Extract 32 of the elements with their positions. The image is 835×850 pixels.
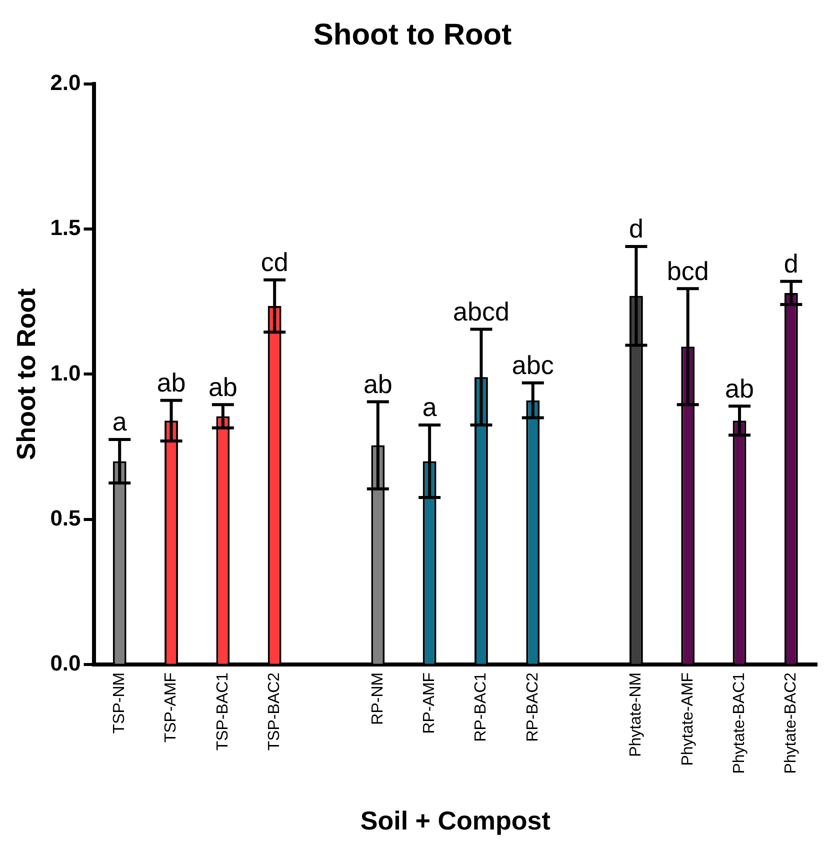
annotation: abcd [453,296,510,326]
y-tick-label: 0.5 [50,505,81,530]
x-tick-label: RP-BAC2 [524,672,542,742]
x-tick-label: Phytate-BAC2 [782,672,800,774]
x-tick-label: RP-AMF [420,672,438,734]
annotation: ab [156,368,186,398]
x-tick-label: TSP-BAC2 [266,672,283,751]
annotation: ab [363,368,392,399]
y-tick-label: 1.5 [50,215,81,240]
chart-title: Shoot to Root [313,18,512,52]
x-tick-label: Phytate-NM [628,672,645,757]
annotation: d [784,248,798,279]
x-tick-label: TSP-BAC1 [214,672,232,751]
annotation: abc [512,350,554,380]
x-tick-label: TSP-NM [111,672,128,734]
x-tick-label: TSP-AMF [162,672,180,743]
annotation: a [112,406,128,437]
annotation: bcd [666,256,709,286]
y-tick-label: 1.0 [50,360,81,386]
x-tick-label: Phytate-BAC1 [730,672,748,774]
y-axis-title: Shoot to Root [10,288,41,460]
annotation: ab [208,372,238,402]
x-tick-label: Phytate-AMF [679,672,696,766]
y-tick-label: 2.0 [50,70,81,96]
y-tick-label: 0.0 [50,650,81,676]
annotation: d [628,214,644,244]
x-tick-label: RP-BAC1 [472,672,490,742]
annotation: a [422,392,438,422]
annotation: ab [725,373,754,404]
x-tick-label: RP-NM [369,672,386,725]
x-axis-title: Soil + Compost [360,806,551,836]
annotation: cd [260,247,288,278]
